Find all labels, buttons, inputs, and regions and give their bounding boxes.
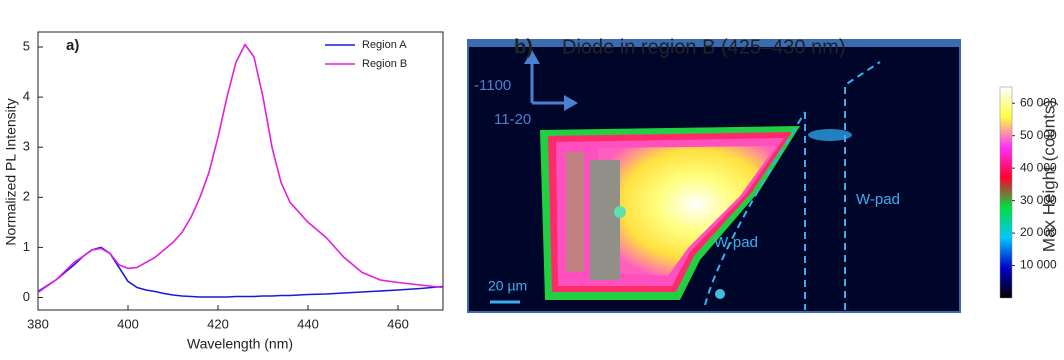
line-series [38, 45, 443, 293]
x-tick-label: 440 [297, 316, 319, 331]
x-tick-label: 400 [117, 316, 139, 331]
y-tick-label: 1 [23, 239, 30, 254]
colorbar-tick-label: 50 000 [1020, 128, 1057, 142]
chart-title: Diode in region B (425–430 nm) [562, 36, 846, 58]
y-tick-label: 5 [23, 38, 30, 53]
micrograph [468, 40, 960, 312]
colorbar-tick-label: 40 000 [1020, 160, 1057, 174]
legend-label: Region A [362, 39, 407, 51]
x-tick-label: 420 [207, 316, 229, 331]
colorbar-tick-label: 30 000 [1020, 193, 1057, 207]
annotation: 11-20 [494, 111, 531, 128]
colorbar-tick-label: 60 000 [1020, 95, 1057, 109]
x-tick-label: 380 [27, 316, 49, 331]
y-tick-label: 3 [23, 139, 30, 154]
plot-frame [38, 32, 443, 310]
y-tick-label: 0 [23, 289, 30, 304]
panel-label: a) [66, 37, 79, 54]
annotation: W-pad [714, 234, 758, 251]
legend-label: Region B [362, 58, 407, 70]
line-series [38, 247, 443, 297]
panel-label: b) [514, 36, 533, 58]
annotation: W-pad [856, 191, 900, 208]
x-axis-label: Wavelength (nm) [187, 336, 293, 352]
colorbar [1000, 87, 1012, 298]
annotation: 20 µm [488, 278, 527, 294]
x-tick-label: 460 [387, 316, 409, 331]
figure: a) Wavelength (nm) Normalized PL Intensi… [0, 0, 1064, 360]
colorbar-tick-label: 10 000 [1020, 258, 1057, 272]
y-tick-label: 2 [23, 189, 30, 204]
y-axis-label: Normalized PL Intensity [3, 98, 19, 245]
y-tick-label: 4 [23, 89, 30, 104]
annotation: -1100 [474, 77, 511, 94]
colorbar-tick-label: 20 000 [1020, 225, 1057, 239]
